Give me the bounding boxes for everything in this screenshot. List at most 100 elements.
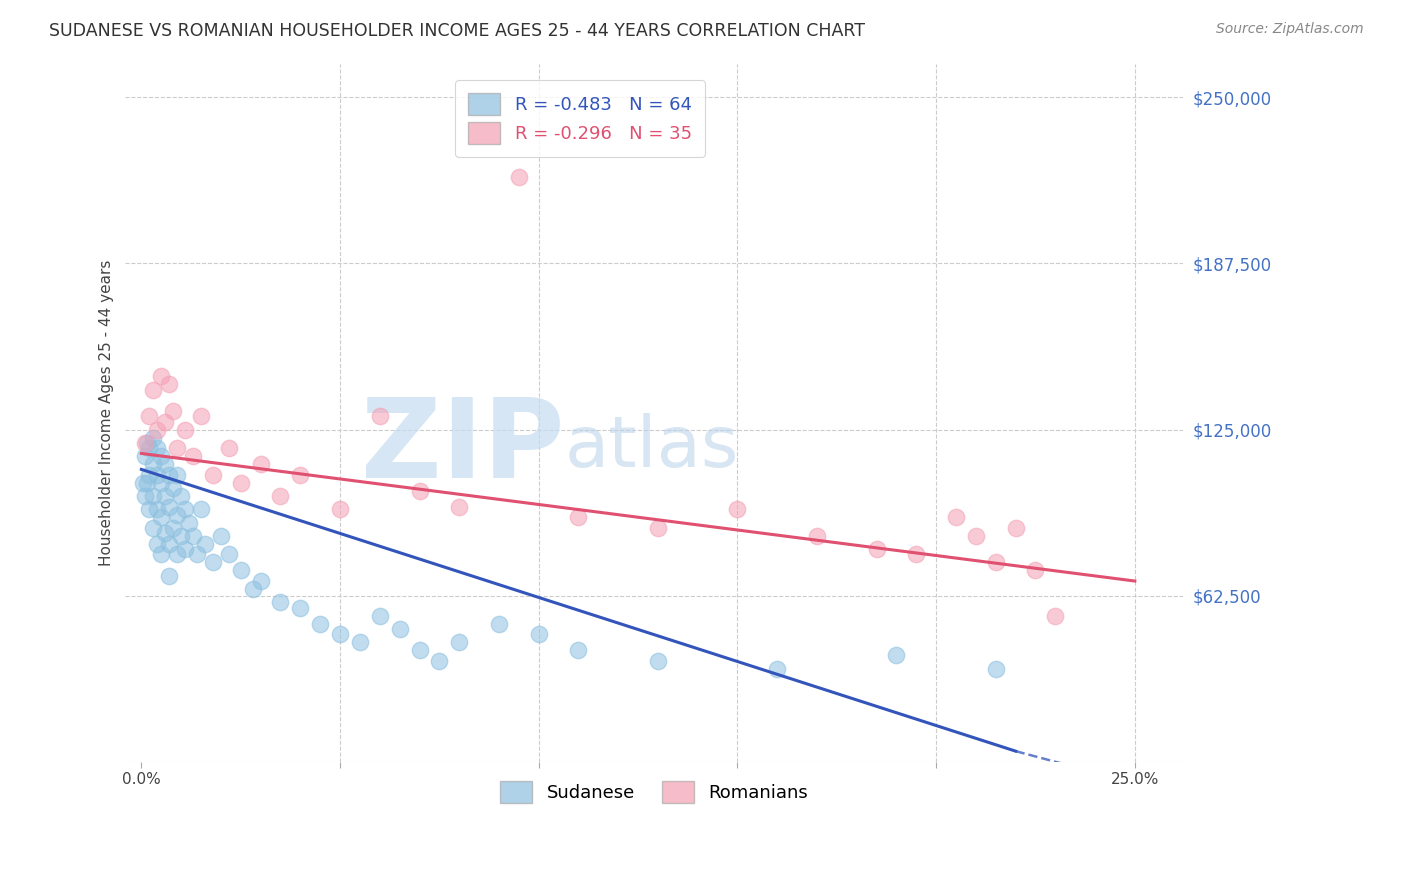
Point <box>449 635 471 649</box>
Point <box>249 574 271 588</box>
Point <box>136 475 159 490</box>
Point <box>905 548 928 562</box>
Point <box>157 568 180 582</box>
Point <box>984 556 1007 570</box>
Point <box>488 616 510 631</box>
Point <box>150 548 173 562</box>
Y-axis label: Householder Income Ages 25 - 44 years: Householder Income Ages 25 - 44 years <box>100 260 114 566</box>
Point <box>166 441 188 455</box>
Point <box>408 643 430 657</box>
Point <box>329 502 352 516</box>
Point <box>150 369 173 384</box>
Point <box>138 409 160 424</box>
Point <box>388 622 411 636</box>
Point <box>766 662 789 676</box>
Point <box>886 648 908 663</box>
Point <box>190 409 212 424</box>
Point <box>269 489 291 503</box>
Point <box>134 435 156 450</box>
Point <box>138 467 160 482</box>
Point <box>945 510 967 524</box>
Point <box>174 423 197 437</box>
Text: SUDANESE VS ROMANIAN HOUSEHOLDER INCOME AGES 25 - 44 YEARS CORRELATION CHART: SUDANESE VS ROMANIAN HOUSEHOLDER INCOME … <box>49 22 865 40</box>
Point <box>329 627 352 641</box>
Point <box>1024 563 1046 577</box>
Point <box>201 556 224 570</box>
Point <box>142 383 165 397</box>
Point <box>155 526 177 541</box>
Point <box>166 467 188 482</box>
Point <box>174 542 197 557</box>
Point <box>162 521 184 535</box>
Point <box>429 654 451 668</box>
Point <box>134 489 156 503</box>
Point <box>449 500 471 514</box>
Point <box>181 449 204 463</box>
Point <box>155 457 177 471</box>
Point <box>865 542 887 557</box>
Point <box>157 537 180 551</box>
Point <box>181 529 204 543</box>
Point <box>150 475 173 490</box>
Point <box>142 457 165 471</box>
Point <box>368 409 391 424</box>
Point <box>368 608 391 623</box>
Point <box>155 415 177 429</box>
Point <box>170 489 193 503</box>
Point <box>218 441 240 455</box>
Point <box>567 643 589 657</box>
Point <box>150 449 173 463</box>
Point <box>1045 608 1067 623</box>
Point <box>527 627 550 641</box>
Text: atlas: atlas <box>564 413 738 483</box>
Point <box>142 521 165 535</box>
Point <box>155 489 177 503</box>
Point <box>146 423 169 437</box>
Point <box>647 654 669 668</box>
Point <box>229 563 252 577</box>
Point <box>290 600 312 615</box>
Point <box>170 529 193 543</box>
Point <box>408 483 430 498</box>
Point <box>269 595 291 609</box>
Point <box>190 502 212 516</box>
Point <box>984 662 1007 676</box>
Point <box>965 529 987 543</box>
Point <box>177 516 200 530</box>
Point <box>201 467 224 482</box>
Point <box>725 502 748 516</box>
Point <box>162 481 184 495</box>
Point <box>146 502 169 516</box>
Point <box>157 377 180 392</box>
Point <box>647 521 669 535</box>
Point <box>1004 521 1026 535</box>
Point <box>567 510 589 524</box>
Text: Source: ZipAtlas.com: Source: ZipAtlas.com <box>1216 22 1364 37</box>
Point <box>162 404 184 418</box>
Point <box>134 449 156 463</box>
Point <box>249 457 271 471</box>
Point <box>166 548 188 562</box>
Point <box>349 635 371 649</box>
Point <box>138 441 160 455</box>
Point <box>157 500 180 514</box>
Text: ZIP: ZIP <box>361 394 564 501</box>
Point <box>194 537 217 551</box>
Point <box>309 616 332 631</box>
Point <box>209 529 232 543</box>
Point <box>290 467 312 482</box>
Point <box>218 548 240 562</box>
Point <box>174 502 197 516</box>
Point <box>138 502 160 516</box>
Point <box>146 537 169 551</box>
Point <box>142 430 165 444</box>
Point <box>157 467 180 482</box>
Point <box>146 441 169 455</box>
Point <box>242 582 264 596</box>
Point <box>132 475 155 490</box>
Point <box>806 529 828 543</box>
Point <box>166 508 188 522</box>
Point <box>229 475 252 490</box>
Point <box>146 467 169 482</box>
Point <box>150 510 173 524</box>
